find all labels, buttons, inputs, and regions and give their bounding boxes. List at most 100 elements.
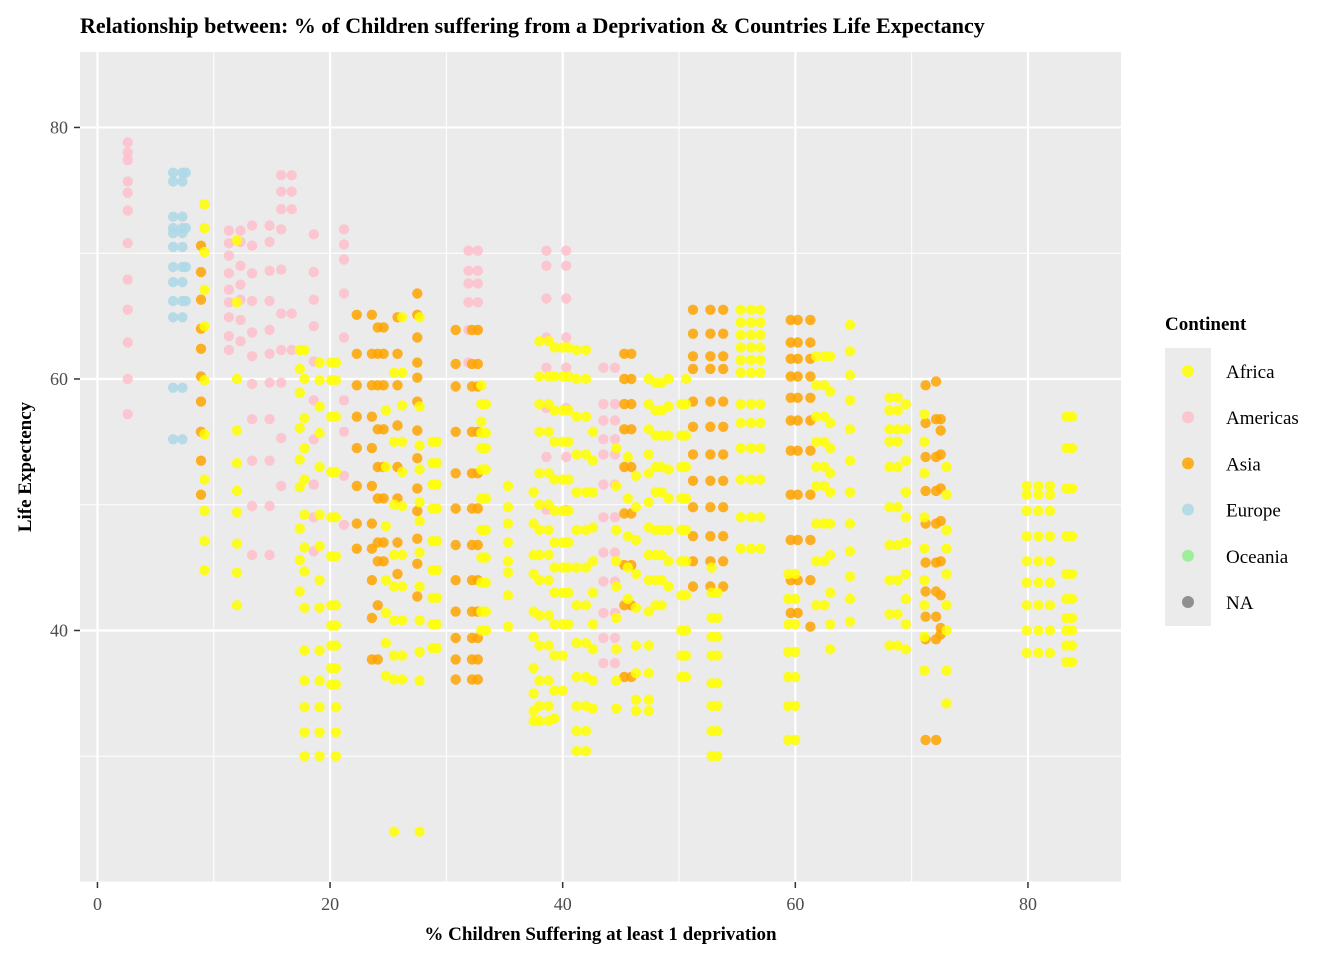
data-point: [314, 509, 325, 520]
data-point: [246, 351, 258, 362]
data-point: [199, 321, 210, 332]
data-point: [1066, 593, 1078, 605]
data-point: [825, 587, 836, 598]
data-point: [502, 590, 514, 601]
data-point: [351, 480, 362, 492]
data-point: [414, 646, 425, 658]
data-point: [844, 518, 856, 529]
data-point: [541, 362, 552, 373]
data-point: [299, 566, 310, 577]
data-point: [534, 549, 545, 561]
data-point: [919, 468, 930, 479]
data-point: [735, 474, 746, 485]
data-point: [397, 674, 408, 685]
data-point: [825, 386, 836, 397]
data-point: [884, 640, 895, 651]
data-point: [663, 524, 674, 536]
data-point: [351, 518, 362, 529]
data-point: [1033, 556, 1044, 567]
data-point: [549, 505, 560, 517]
data-point: [1044, 625, 1056, 636]
data-point: [630, 502, 642, 513]
data-point: [264, 324, 275, 336]
data-point: [314, 401, 325, 412]
data-point: [1066, 442, 1078, 454]
legend-title: Continent: [1165, 314, 1247, 335]
data-point: [264, 348, 275, 359]
data-point: [611, 442, 622, 454]
data-point: [330, 620, 342, 631]
data-point: [472, 654, 483, 665]
data-point: [195, 343, 207, 354]
data-point: [276, 204, 287, 215]
legend: Continent Africa Americas Asia Europe Oceani…: [1165, 314, 1299, 626]
data-point: [549, 619, 560, 630]
data-point: [450, 632, 461, 644]
data-point: [598, 479, 609, 490]
data-point: [609, 658, 621, 669]
data-point: [643, 449, 654, 460]
data-point: [920, 557, 931, 568]
data-point: [549, 685, 560, 696]
data-point: [611, 675, 622, 686]
data-point: [920, 586, 931, 597]
data-point: [656, 600, 667, 611]
data-point: [480, 442, 492, 454]
data-point: [480, 398, 492, 410]
data-point: [643, 424, 654, 435]
data-point: [476, 416, 487, 427]
data-point: [414, 826, 425, 837]
data-point: [935, 556, 946, 567]
data-point: [177, 211, 188, 222]
data-point: [805, 445, 816, 456]
data-point: [330, 751, 342, 762]
data-point: [705, 351, 716, 362]
data-point: [819, 600, 830, 611]
data-point: [805, 489, 816, 500]
data-point: [351, 411, 362, 422]
data-point: [177, 382, 188, 393]
data-point: [380, 670, 392, 681]
data-point: [122, 137, 133, 148]
data-point: [122, 176, 133, 187]
data-point: [844, 593, 856, 605]
data-point: [663, 493, 674, 504]
data-point: [805, 575, 816, 586]
data-point: [231, 297, 243, 308]
data-point: [534, 610, 545, 621]
data-point: [811, 480, 822, 492]
data-point: [276, 170, 287, 181]
data-point: [472, 539, 483, 551]
data-point: [663, 401, 674, 412]
data-point: [844, 616, 856, 627]
data-point: [534, 371, 545, 382]
data-point: [920, 734, 931, 746]
data-point: [412, 533, 423, 544]
data-point: [643, 668, 654, 679]
data-point: [450, 539, 461, 551]
data-point: [388, 549, 400, 561]
data-point: [611, 703, 622, 714]
data-point: [246, 220, 258, 231]
data-point: [587, 556, 599, 567]
data-point: [167, 261, 179, 273]
data-point: [294, 554, 305, 566]
data-point: [235, 314, 246, 326]
data-point: [314, 702, 325, 713]
data-point: [472, 358, 483, 370]
data-point: [571, 671, 582, 683]
data-point: [1044, 480, 1056, 492]
data-point: [351, 380, 362, 391]
x-tick-label: 60: [786, 894, 804, 914]
data-point: [919, 575, 930, 586]
data-point: [431, 536, 443, 547]
data-point: [549, 474, 560, 485]
data-point: [338, 254, 350, 265]
data-point: [1033, 600, 1044, 611]
data-point: [299, 474, 310, 485]
data-point: [920, 611, 931, 622]
data-point: [314, 645, 325, 656]
data-point: [805, 534, 816, 546]
data-point: [825, 442, 836, 454]
data-point: [199, 222, 210, 234]
